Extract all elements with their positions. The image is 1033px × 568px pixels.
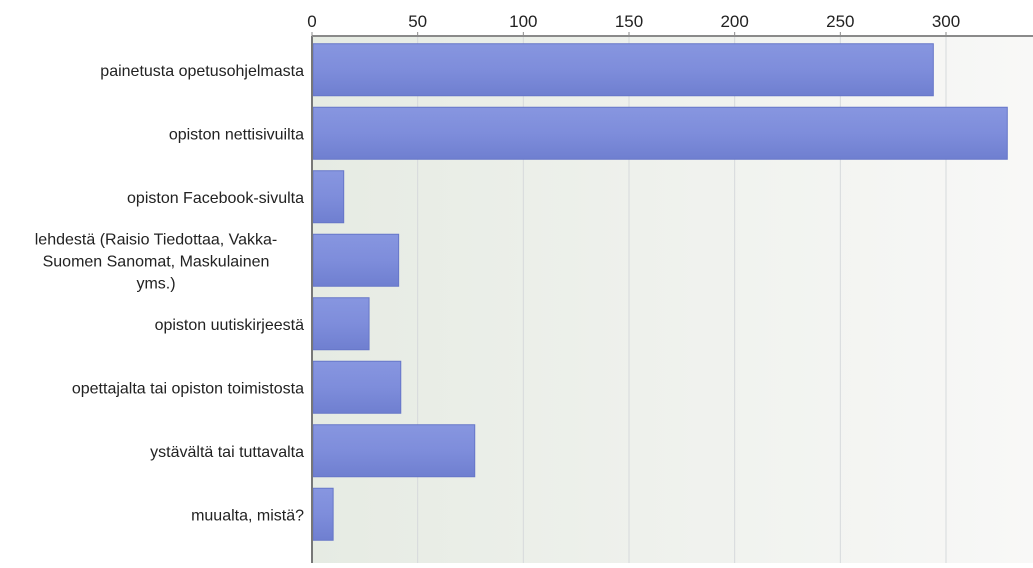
category-label-line: opettajalta tai opiston toimistosta xyxy=(72,380,304,397)
bar-0 xyxy=(312,43,934,97)
bar-3 xyxy=(312,233,400,287)
category-label-line: Suomen Sanomat, Maskulainen xyxy=(43,253,270,270)
bar-4 xyxy=(312,297,370,351)
bar-5 xyxy=(312,360,402,414)
category-label-line: ystävältä tai tuttavalta xyxy=(150,444,304,461)
bar-7 xyxy=(312,487,334,541)
category-label-line: painetusta opetusohjelmasta xyxy=(100,63,304,80)
x-tick-label: 300 xyxy=(932,12,960,31)
bar-2 xyxy=(312,170,345,224)
category-label-1: opiston nettisivuilta xyxy=(169,126,304,143)
category-label-line: muualta, mistä? xyxy=(191,507,304,524)
bar-1 xyxy=(312,106,1008,160)
x-tick-label: 150 xyxy=(615,12,643,31)
category-label-2: opiston Facebook-sivulta xyxy=(127,190,304,207)
category-label-line: lehdestä (Raisio Tiedottaa, Vakka- xyxy=(35,231,278,248)
x-axis-ticks: 0 50 100 150 200 250 300 xyxy=(307,12,960,36)
category-label-5: opettajalta tai opiston toimistosta xyxy=(72,380,304,397)
category-label-line: opiston uutiskirjeestä xyxy=(155,317,305,334)
x-tick-label: 0 xyxy=(307,12,316,31)
category-label-4: opiston uutiskirjeestä xyxy=(155,317,305,334)
x-tick-label: 250 xyxy=(826,12,854,31)
category-label-6: ystävältä tai tuttavalta xyxy=(150,444,304,461)
category-label-7: muualta, mistä? xyxy=(191,507,304,524)
x-tick-label: 200 xyxy=(720,12,748,31)
x-tick-label: 50 xyxy=(408,12,427,31)
category-label-line: opiston nettisivuilta xyxy=(169,126,304,143)
bars xyxy=(312,43,1008,541)
category-label-3: lehdestä (Raisio Tiedottaa, Vakka- Suomen… xyxy=(35,231,278,292)
category-label-line: opiston Facebook-sivulta xyxy=(127,190,304,207)
category-label-0: painetusta opetusohjelmasta xyxy=(100,63,304,80)
category-label-line: yms.) xyxy=(136,275,175,292)
bar-6 xyxy=(312,424,476,478)
category-labels: painetusta opetusohjelmasta opiston netti… xyxy=(35,63,304,525)
x-tick-label: 100 xyxy=(509,12,537,31)
